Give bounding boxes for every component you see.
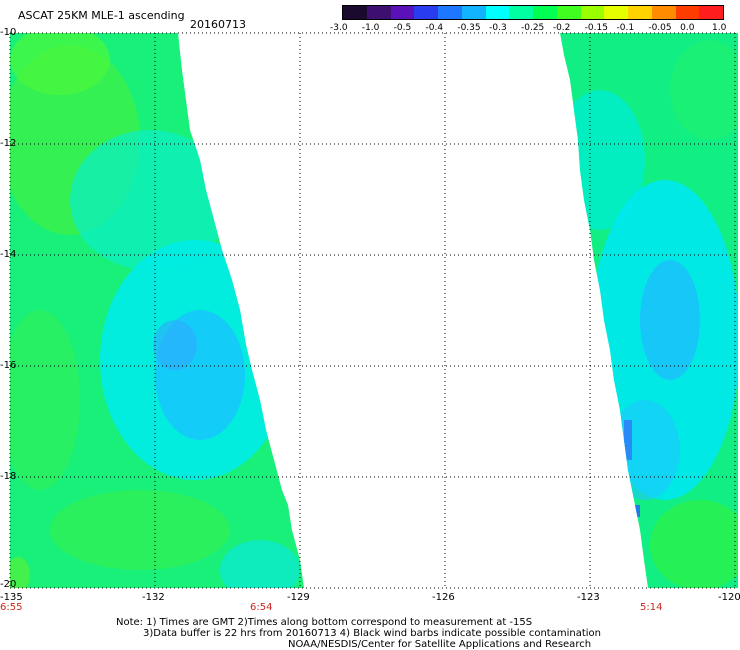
x-tick-label: -126 xyxy=(432,592,455,603)
color-scale-swatch xyxy=(604,6,628,19)
x-tick-label: -132 xyxy=(142,592,165,603)
color-scale-label: -0.25 xyxy=(521,23,545,33)
color-scale-label: 1.0 xyxy=(712,23,727,33)
color-scale-bar xyxy=(342,5,724,20)
left-swath xyxy=(10,33,304,588)
x-tick-label: -129 xyxy=(287,592,310,603)
y-tick-label: -10 xyxy=(0,27,17,38)
color-scale-swatch xyxy=(651,6,676,19)
note-line-1: Note: 1) Times are GMT 2)Times along bot… xyxy=(116,617,533,628)
color-scale-swatch xyxy=(366,6,391,19)
pass-time-label: 5:14 xyxy=(640,602,663,613)
color-scale-label: -0.15 xyxy=(584,23,608,33)
color-scale-swatch xyxy=(675,6,700,19)
map-title: ASCAT 25KM MLE-1 ascending xyxy=(18,9,185,22)
x-tick-label: -135 xyxy=(0,592,23,603)
y-tick-label: -12 xyxy=(0,138,17,149)
color-scale-label: -0.3 xyxy=(489,23,507,33)
color-scale-swatch xyxy=(533,6,557,19)
color-scale-label: -0.05 xyxy=(648,23,672,33)
color-scale-label: -1.0 xyxy=(361,23,380,33)
color-scale-label: -0.35 xyxy=(457,23,481,33)
color-scale-swatch xyxy=(461,6,486,19)
color-scale-swatch xyxy=(580,6,605,19)
color-scale-swatch xyxy=(699,6,723,19)
color-scale-label: 0.0 xyxy=(680,23,695,33)
color-scale-label: -0.2 xyxy=(552,23,571,33)
color-scale-label: -3.0 xyxy=(330,23,348,33)
note-line-3: NOAA/NESDIS/Center for Satellite Applica… xyxy=(288,639,592,650)
color-scale-swatch xyxy=(414,6,438,19)
x-tick-label: -123 xyxy=(577,592,600,603)
color-scale-label: -0.5 xyxy=(393,23,412,33)
color-scale-swatch xyxy=(343,6,367,19)
pass-time-label: 6:55 xyxy=(0,602,23,613)
right-swath xyxy=(560,33,738,588)
map-date: 20160713 xyxy=(190,18,246,31)
y-tick-label: -18 xyxy=(0,471,17,482)
color-scale-swatch xyxy=(485,6,510,19)
x-tick-label: -120 xyxy=(718,592,740,603)
color-scale-swatch xyxy=(509,6,533,19)
note-line-2: 3)Data buffer is 22 hrs from 20160713 4)… xyxy=(143,628,601,639)
color-scale-label: -0.1 xyxy=(616,23,635,33)
pass-time-label: 6:54 xyxy=(250,602,273,613)
lat-lon-grid xyxy=(9,32,738,589)
color-scale-swatch xyxy=(628,6,652,19)
color-scale-label: -0.4 xyxy=(425,23,444,33)
color-scale-swatch xyxy=(556,6,581,19)
y-tick-label: -20 xyxy=(0,579,17,590)
y-tick-label: -16 xyxy=(0,360,17,371)
color-scale-swatch xyxy=(390,6,415,19)
y-tick-label: -14 xyxy=(0,249,17,260)
color-scale-swatch xyxy=(438,6,462,19)
